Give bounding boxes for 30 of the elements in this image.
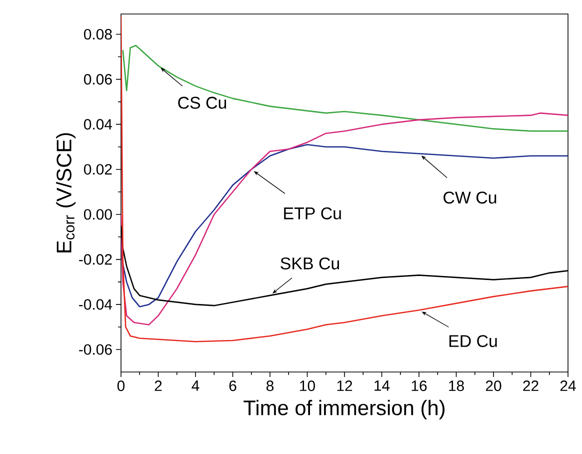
y-tick-label: 0.00 — [84, 209, 112, 220]
x-tick-label: 10 — [300, 380, 315, 392]
x-tick-label: 24 — [560, 380, 576, 391]
line-series — [121, 144, 568, 308]
annotation: CS Cu — [178, 96, 226, 109]
x-axis-title: Time of immersion (h) — [244, 400, 445, 420]
annotation: SKB Cu — [280, 257, 339, 270]
annotation: ED Cu — [449, 335, 497, 348]
x-tick-label: 0 — [117, 380, 125, 392]
y-axis-title: E$_{corr}$ (V/SCE) — [56, 133, 76, 252]
x-tick-label: 4 — [192, 380, 200, 391]
x-tick-label: 8 — [266, 380, 274, 392]
x-tick-label: 18 — [449, 380, 464, 392]
y-tick-label: -0.06 — [79, 344, 112, 355]
y-tick-label: 0.04 — [84, 119, 112, 130]
annotation: CW Cu — [444, 192, 496, 204]
y-tick-label: 0.02 — [84, 164, 112, 175]
y-tick-label: -0.02 — [79, 254, 112, 265]
y-tick-label: 0.06 — [84, 74, 112, 85]
x-tick-label: 6 — [229, 380, 236, 392]
line-series — [121, 112, 568, 326]
x-tick-label: 12 — [337, 380, 352, 391]
annotation: ETP Cu — [284, 207, 341, 220]
x-tick-label: 16 — [412, 380, 427, 392]
x-tick-label: 20 — [486, 380, 502, 392]
x-tick-label: 14 — [374, 380, 390, 391]
x-tick-label: 2 — [154, 380, 162, 391]
y-tick-label: -0.04 — [79, 299, 112, 310]
x-tick-label: 22 — [523, 380, 538, 391]
y-tick-label: 0.08 — [84, 28, 112, 40]
